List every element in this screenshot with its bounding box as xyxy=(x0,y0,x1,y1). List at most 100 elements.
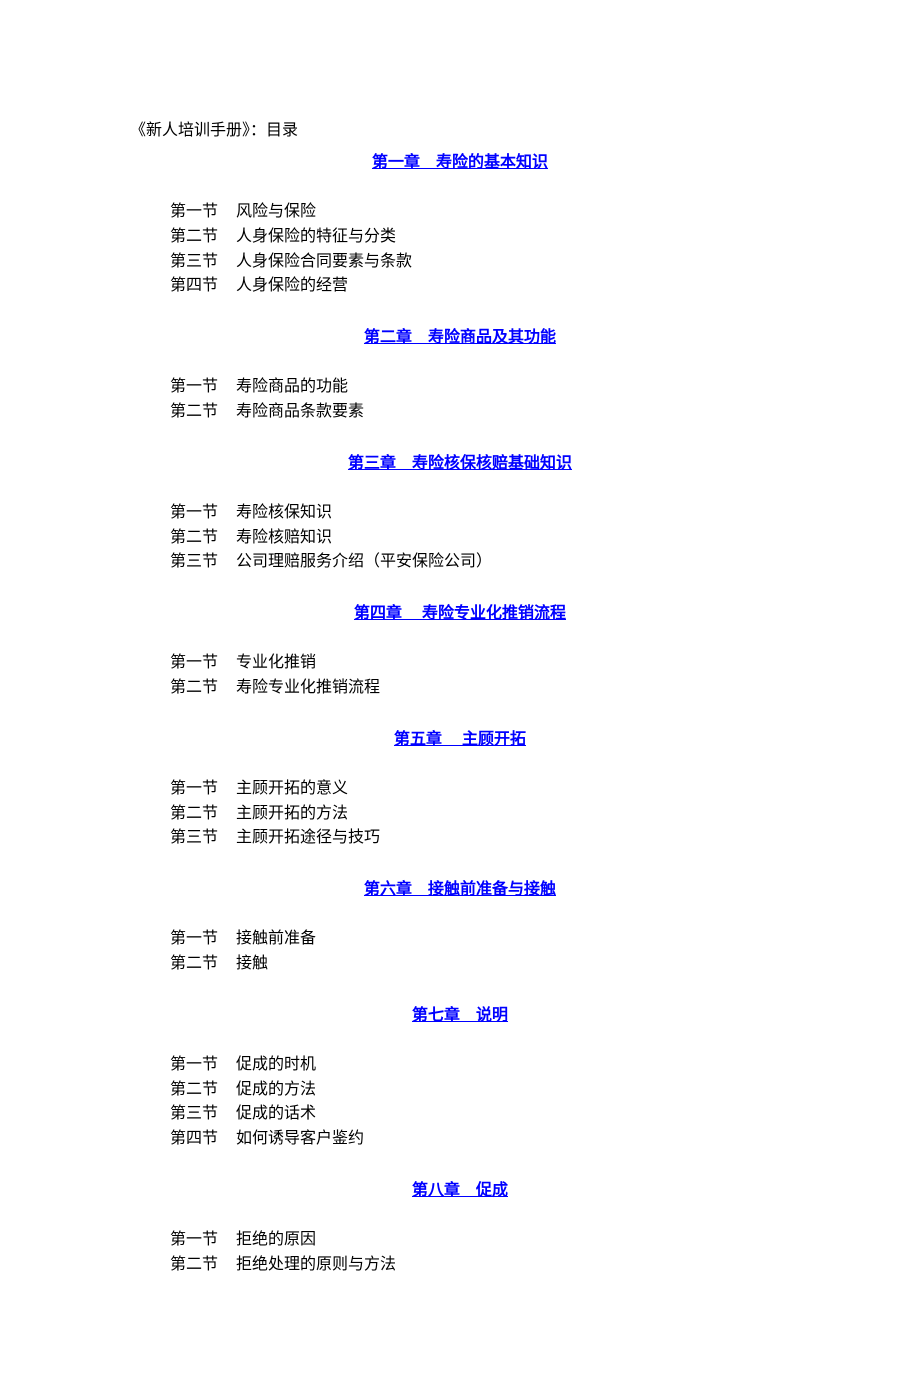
section-title: 主顾开拓的意义 xyxy=(236,780,348,797)
chapter-link[interactable]: 第四章 寿险专业化推销流程 xyxy=(354,605,566,622)
section-title: 人身保险合同要素与条款 xyxy=(236,253,412,270)
section-number: 第一节 xyxy=(170,777,218,802)
section-line: 第一节 促成的时机 xyxy=(170,1053,790,1078)
section-number: 第一节 xyxy=(170,927,218,952)
section-line: 第二节 人身保险的特征与分类 xyxy=(170,225,790,250)
section-line: 第一节 拒绝的原因 xyxy=(170,1228,790,1253)
chapter-block: 第六章 接触前准备与接触 第一节 接触前准备 第二节 接触 xyxy=(130,875,790,977)
section-number: 第三节 xyxy=(170,550,218,575)
section-number: 第三节 xyxy=(170,1102,218,1127)
chapter-block: 第二章 寿险商品及其功能 第一节 寿险商品的功能 第二节 寿险商品条款要素 xyxy=(130,323,790,425)
section-title: 接触前准备 xyxy=(236,930,316,947)
section-title: 寿险核赔知识 xyxy=(236,529,332,546)
section-number: 第四节 xyxy=(170,1127,218,1152)
section-number: 第二节 xyxy=(170,400,218,425)
section-list: 第一节 拒绝的原因 第二节 拒绝处理的原则与方法 xyxy=(170,1228,790,1278)
section-line: 第四节 人身保险的经营 xyxy=(170,274,790,299)
section-number: 第一节 xyxy=(170,375,218,400)
section-number: 第二节 xyxy=(170,526,218,551)
section-title: 风险与保险 xyxy=(236,203,316,220)
section-title: 主顾开拓途径与技巧 xyxy=(236,829,380,846)
section-line: 第二节 寿险商品条款要素 xyxy=(170,400,790,425)
section-number: 第一节 xyxy=(170,1228,218,1253)
chapter-heading: 第八章 促成 xyxy=(130,1176,790,1200)
section-list: 第一节 促成的时机 第二节 促成的方法 第三节 促成的话术 第四节 如何诱导客户鉴约 xyxy=(170,1053,790,1152)
chapter-link[interactable]: 第五章 主顾开拓 xyxy=(394,731,526,748)
section-list: 第一节 寿险核保知识 第二节 寿险核赔知识 第三节 公司理赔服务介绍（平安保险公司） xyxy=(170,501,790,575)
section-title: 主顾开拓的方法 xyxy=(236,805,348,822)
section-list: 第一节 风险与保险 第二节 人身保险的特征与分类 第三节 人身保险合同要素与条款 第四… xyxy=(170,200,790,299)
chapter-heading: 第六章 接触前准备与接触 xyxy=(130,875,790,899)
section-title: 寿险商品条款要素 xyxy=(236,403,364,420)
chapter-link[interactable]: 第二章 寿险商品及其功能 xyxy=(364,329,556,346)
chapter-heading: 第七章 说明 xyxy=(130,1001,790,1025)
chapter-link[interactable]: 第六章 接触前准备与接触 xyxy=(364,881,556,898)
section-title: 寿险商品的功能 xyxy=(236,378,348,395)
section-title: 人身保险的特征与分类 xyxy=(236,228,396,245)
section-line: 第三节 人身保险合同要素与条款 xyxy=(170,250,790,275)
section-title: 促成的话术 xyxy=(236,1105,316,1122)
section-number: 第四节 xyxy=(170,274,218,299)
section-line: 第四节 如何诱导客户鉴约 xyxy=(170,1127,790,1152)
section-number: 第一节 xyxy=(170,200,218,225)
chapter-heading: 第一章 寿险的基本知识 xyxy=(130,148,790,172)
section-number: 第二节 xyxy=(170,1078,218,1103)
section-title: 寿险专业化推销流程 xyxy=(236,679,380,696)
section-line: 第三节 促成的话术 xyxy=(170,1102,790,1127)
chapter-link[interactable]: 第八章 促成 xyxy=(412,1182,508,1199)
section-number: 第二节 xyxy=(170,1253,218,1278)
chapter-link[interactable]: 第一章 寿险的基本知识 xyxy=(372,154,548,171)
section-line: 第一节 专业化推销 xyxy=(170,651,790,676)
section-line: 第一节 主顾开拓的意义 xyxy=(170,777,790,802)
section-list: 第一节 接触前准备 第二节 接触 xyxy=(170,927,790,977)
section-line: 第二节 促成的方法 xyxy=(170,1078,790,1103)
section-number: 第一节 xyxy=(170,501,218,526)
chapter-link[interactable]: 第三章 寿险核保核赔基础知识 xyxy=(348,455,572,472)
section-list: 第一节 寿险商品的功能 第二节 寿险商品条款要素 xyxy=(170,375,790,425)
chapter-block: 第四章 寿险专业化推销流程 第一节 专业化推销 第二节 寿险专业化推销流程 xyxy=(130,599,790,701)
chapter-block: 第五章 主顾开拓 第一节 主顾开拓的意义 第二节 主顾开拓的方法 第三节 主顾开拓途径… xyxy=(130,725,790,851)
section-line: 第一节 寿险商品的功能 xyxy=(170,375,790,400)
document-page: 《新人培训手册》：目录 第一章 寿险的基本知识 第一节风险与保险 第二节人身保险… xyxy=(0,0,920,1382)
chapter-heading: 第三章 寿险核保核赔基础知识 xyxy=(130,449,790,473)
section-number: 第二节 xyxy=(170,952,218,977)
section-title: 专业化推销 xyxy=(236,654,316,671)
chapter-block: 第一章 寿险的基本知识 第一节风险与保险 第二节人身保险的特征与分类 第三节人身… xyxy=(130,148,790,299)
section-list: 第一节 主顾开拓的意义 第二节 主顾开拓的方法 第三节 主顾开拓途径与技巧 xyxy=(170,777,790,851)
section-line: 第二节 接触 xyxy=(170,952,790,977)
chapter-block: 第三章 寿险核保核赔基础知识 第一节 寿险核保知识 第二节 寿险核赔知识 第三节 公司… xyxy=(130,449,790,575)
section-number: 第三节 xyxy=(170,250,218,275)
section-title: 如何诱导客户鉴约 xyxy=(236,1130,364,1147)
section-number: 第二节 xyxy=(170,225,218,250)
section-title: 公司理赔服务介绍（平安保险公司） xyxy=(236,553,492,570)
section-title: 接触 xyxy=(236,955,268,972)
section-line: 第二节 拒绝处理的原则与方法 xyxy=(170,1253,790,1278)
section-title: 拒绝的原因 xyxy=(236,1231,316,1248)
section-list: 第一节 专业化推销 第二节 寿险专业化推销流程 xyxy=(170,651,790,701)
chapter-block: 第七章 说明 第一节 促成的时机 第二节 促成的方法 第三节 促成的话术 第四节 如何诱… xyxy=(130,1001,790,1152)
chapter-heading: 第五章 主顾开拓 xyxy=(130,725,790,749)
section-number: 第二节 xyxy=(170,676,218,701)
chapter-block: 第八章 促成 第一节 拒绝的原因 第二节 拒绝处理的原则与方法 xyxy=(130,1176,790,1278)
document-title: 《新人培训手册》：目录 xyxy=(130,116,790,140)
section-line: 第二节 寿险专业化推销流程 xyxy=(170,676,790,701)
section-title: 促成的方法 xyxy=(236,1081,316,1098)
section-line: 第二节 寿险核赔知识 xyxy=(170,526,790,551)
section-title: 促成的时机 xyxy=(236,1056,316,1073)
section-title: 人身保险的经营 xyxy=(236,277,348,294)
section-line: 第三节 主顾开拓途径与技巧 xyxy=(170,826,790,851)
section-number: 第二节 xyxy=(170,802,218,827)
section-line: 第一节 风险与保险 xyxy=(170,200,790,225)
section-line: 第三节 公司理赔服务介绍（平安保险公司） xyxy=(170,550,790,575)
section-title: 拒绝处理的原则与方法 xyxy=(236,1256,396,1273)
section-line: 第一节 接触前准备 xyxy=(170,927,790,952)
section-number: 第一节 xyxy=(170,651,218,676)
section-line: 第二节 主顾开拓的方法 xyxy=(170,802,790,827)
chapter-heading: 第四章 寿险专业化推销流程 xyxy=(130,599,790,623)
section-number: 第一节 xyxy=(170,1053,218,1078)
chapter-heading: 第二章 寿险商品及其功能 xyxy=(130,323,790,347)
section-line: 第一节 寿险核保知识 xyxy=(170,501,790,526)
chapter-link[interactable]: 第七章 说明 xyxy=(412,1007,508,1024)
section-title: 寿险核保知识 xyxy=(236,504,332,521)
section-number: 第三节 xyxy=(170,826,218,851)
